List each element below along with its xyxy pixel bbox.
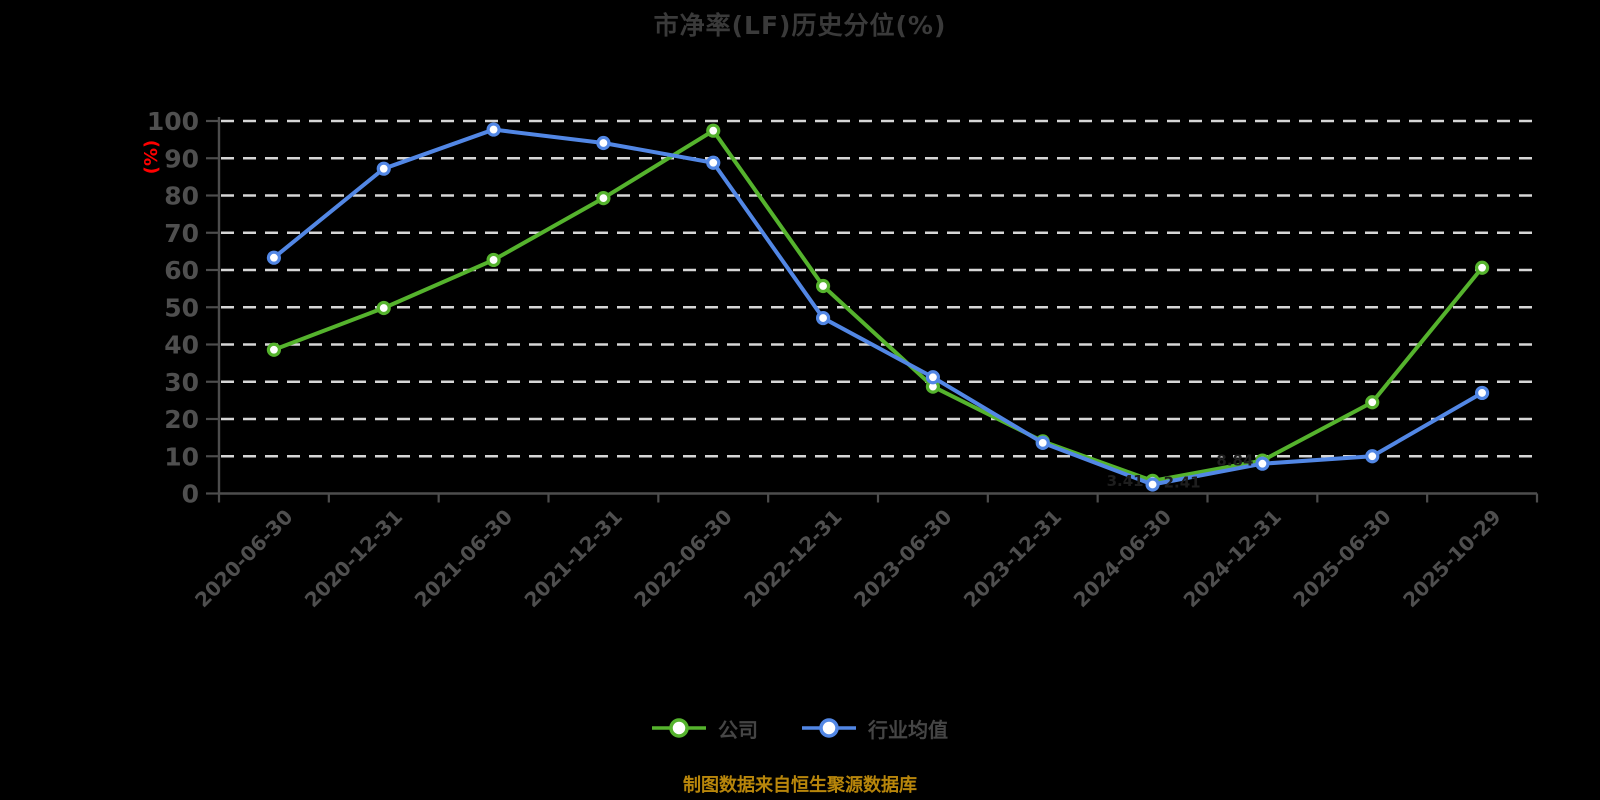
x-tick-label: 2020-12-31 (300, 505, 407, 612)
data-source-caption: 制图数据来自恒生聚源数据库 (683, 775, 917, 796)
y-axis-unit-label: (%) (141, 140, 162, 175)
company-data-point[interactable] (596, 191, 611, 206)
line-chart: 0 10 20 30 40 50 60 70 80 90 100 2020-06-30 2020-12-… (141, 107, 1539, 612)
company-data-point[interactable] (815, 278, 831, 294)
industry-series-line (271, 127, 1485, 487)
x-tick-label: 2025-06-30 (1288, 505, 1395, 612)
company-data-point[interactable] (1365, 395, 1380, 410)
y-tick-label: 40 (164, 331, 199, 360)
x-tick-label: 2021-06-30 (410, 505, 517, 612)
industry-data-point[interactable] (1145, 477, 1160, 492)
legend-label-industry: 行业均值 (868, 717, 948, 742)
industry-data-point[interactable] (596, 135, 611, 151)
x-tick-label: 2024-12-31 (1179, 505, 1286, 612)
x-tick-label: 2024-06-30 (1069, 505, 1176, 612)
company-data-point[interactable] (266, 342, 282, 357)
company-data-point[interactable] (376, 300, 391, 316)
y-tick-label: 70 (164, 219, 199, 248)
data-point-value-label: 3.41 (1107, 472, 1144, 490)
chart-title: 市净率(LF)历史分位(%) (653, 11, 947, 40)
company-legend-marker-icon (652, 718, 706, 738)
legend-label-company: 公司 (718, 717, 758, 742)
y-tick-label: 10 (164, 442, 199, 471)
company-data-point[interactable] (486, 252, 501, 268)
industry-data-point[interactable] (266, 250, 282, 265)
industry-data-point[interactable] (706, 155, 721, 170)
data-point-value-label: 8.84 (1216, 452, 1253, 470)
y-tick-label: 80 (164, 182, 199, 211)
x-tick-label: 2021-12-31 (520, 505, 627, 612)
industry-data-point[interactable] (1035, 435, 1050, 450)
company-series-line (271, 128, 1485, 483)
industry-data-point[interactable] (376, 161, 391, 176)
y-tick-label: 20 (164, 405, 199, 434)
industry-data-point[interactable] (486, 122, 501, 137)
industry-data-point[interactable] (1474, 385, 1490, 401)
legend-item-industry[interactable]: 行业均值 (802, 714, 948, 743)
x-tick-label: 2025-10-29 (1398, 505, 1505, 612)
legend-item-company[interactable]: 公司 (652, 714, 758, 743)
data-point-value-label: 2.41 (1164, 474, 1201, 492)
x-tick-label: 2022-12-31 (739, 505, 846, 612)
legend: 公司 行业均值 (0, 710, 1600, 746)
y-tick-label: 100 (147, 107, 199, 136)
industry-legend-marker-icon (802, 718, 856, 738)
y-tick-label: 0 (182, 480, 199, 509)
plot-area: 0 10 20 30 40 50 60 70 80 90 100 2020-06-30 2020-12-… (141, 107, 1539, 612)
y-tick-label: 50 (164, 293, 199, 322)
industry-data-point[interactable] (1255, 456, 1270, 471)
y-tick-label: 30 (164, 368, 199, 397)
x-tick-label: 2023-06-30 (849, 505, 956, 612)
x-tick-label: 2023-12-31 (959, 505, 1066, 612)
company-data-point[interactable] (706, 123, 721, 138)
industry-data-point[interactable] (815, 310, 831, 326)
company-data-point[interactable] (1474, 260, 1490, 275)
x-tick-label: 2022-06-30 (629, 505, 736, 612)
industry-data-point[interactable] (925, 370, 941, 385)
y-tick-label: 90 (164, 144, 199, 173)
x-tick-label: 2020-06-30 (190, 505, 297, 612)
y-tick-label: 60 (164, 256, 199, 285)
industry-data-point[interactable] (1365, 449, 1380, 464)
